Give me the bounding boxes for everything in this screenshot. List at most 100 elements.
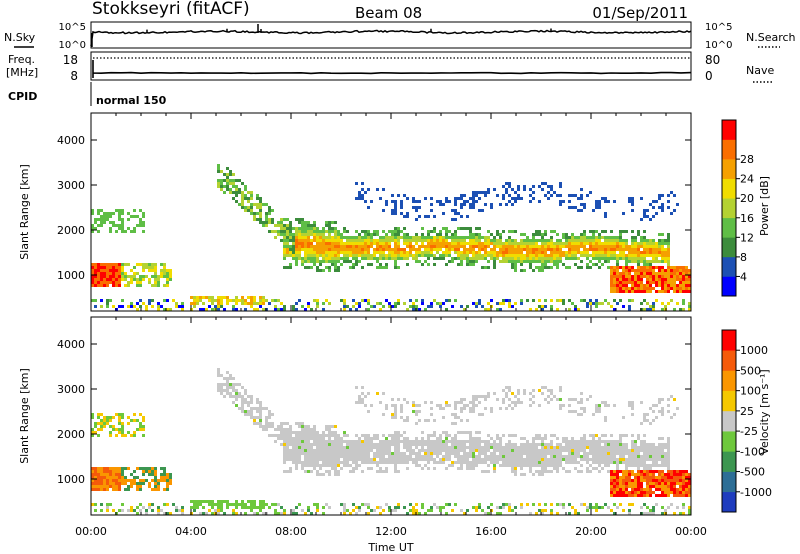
power-cell: [499, 248, 502, 251]
power-cell: [541, 233, 544, 236]
power-cell: [328, 239, 331, 242]
power-cell: [487, 254, 490, 257]
velocity-cell: [328, 464, 331, 467]
power-cell: [562, 245, 565, 248]
velocity-cell: [439, 434, 442, 437]
velocity-cell: [466, 509, 469, 512]
velocity-cell: [661, 458, 664, 461]
power-cell: [316, 251, 319, 254]
velocity-cell: [529, 461, 532, 464]
velocity-cell: [661, 488, 664, 491]
velocity-cell: [478, 413, 481, 416]
velocity-cell: [598, 470, 601, 473]
velocity-cell: [511, 464, 514, 467]
power-cell: [505, 242, 508, 245]
velocity-cell: [595, 410, 598, 413]
power-cell: [658, 197, 661, 200]
power-cell: [481, 245, 484, 248]
velocity-cell: [646, 470, 649, 473]
velocity-cell: [358, 452, 361, 455]
power-cell: [619, 266, 622, 269]
power-cell: [472, 302, 475, 305]
velocity-cell: [370, 437, 373, 440]
velocity-cell: [316, 455, 319, 458]
velocity-cell: [232, 383, 235, 386]
power-cell: [232, 173, 235, 176]
velocity-cell: [652, 506, 655, 509]
power-cell: [115, 281, 118, 284]
power-cell: [619, 290, 622, 293]
velocity-cell: [508, 398, 511, 401]
power-cell: [229, 182, 232, 185]
velocity-cell: [367, 461, 370, 464]
power-cell: [304, 224, 307, 227]
power-cell: [643, 290, 646, 293]
power-cell: [589, 299, 592, 302]
power-cell: [619, 272, 622, 275]
power-cell: [613, 278, 616, 281]
power-cell: [418, 206, 421, 209]
velocity-cell: [502, 452, 505, 455]
power-cell: [283, 239, 286, 242]
velocity-cell: [367, 443, 370, 446]
power-cell: [613, 308, 616, 311]
velocity-cell: [403, 443, 406, 446]
power-cell: [469, 251, 472, 254]
power-cell: [100, 215, 103, 218]
velocity-cell: [394, 431, 397, 434]
power-cell: [133, 266, 136, 269]
power-cell: [157, 308, 160, 311]
velocity-cell: [430, 401, 433, 404]
power-cell: [619, 233, 622, 236]
power-cell: [229, 173, 232, 176]
velocity-cell: [313, 467, 316, 470]
velocity-cell: [310, 470, 313, 473]
velocity-cell: [541, 458, 544, 461]
velocity-cell: [385, 446, 388, 449]
velocity-cell: [622, 449, 625, 452]
velocity-cell: [454, 449, 457, 452]
velocity-cell: [295, 446, 298, 449]
power-cell: [550, 230, 553, 233]
velocity-cell: [265, 419, 268, 422]
power-cell: [478, 242, 481, 245]
y-tick-label: 2000: [57, 224, 85, 237]
velocity-cell: [343, 509, 346, 512]
power-cell: [643, 236, 646, 239]
velocity-cell: [289, 452, 292, 455]
velocity-cell: [229, 386, 232, 389]
power-cell: [310, 308, 313, 311]
power-cell: [637, 266, 640, 269]
power-cell: [472, 239, 475, 242]
power-cell: [637, 287, 640, 290]
velocity-cell: [346, 461, 349, 464]
velocity-cell: [433, 458, 436, 461]
power-cell: [376, 251, 379, 254]
power-cell: [211, 302, 214, 305]
power-cell: [391, 212, 394, 215]
power-cell: [604, 230, 607, 233]
velocity-cell: [526, 449, 529, 452]
power-cell: [307, 245, 310, 248]
power-x-ticks: [90, 113, 692, 311]
power-cell: [94, 263, 97, 266]
velocity-cell: [607, 446, 610, 449]
power-cell: [568, 257, 571, 260]
velocity-cell: [610, 449, 613, 452]
power-cell: [664, 260, 667, 263]
power-cell: [373, 248, 376, 251]
power-cell: [217, 305, 220, 308]
power-cell: [532, 299, 535, 302]
power-cell: [538, 248, 541, 251]
power-cell: [589, 266, 592, 269]
velocity-cell: [265, 425, 268, 428]
velocity-cell: [421, 437, 424, 440]
velocity-cell: [376, 443, 379, 446]
power-cell: [328, 242, 331, 245]
velocity-cell: [217, 503, 220, 506]
power-cell: [112, 221, 115, 224]
power-cell: [631, 269, 634, 272]
power-cell: [91, 227, 94, 230]
velocity-cell: [406, 512, 409, 515]
velocity-cell: [649, 476, 652, 479]
